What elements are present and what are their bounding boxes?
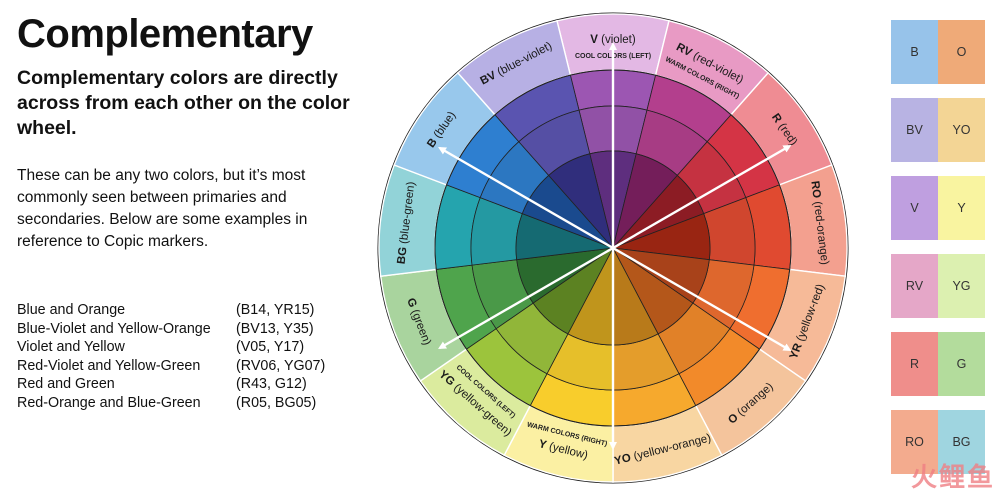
pair-left-swatch: RO xyxy=(891,410,938,474)
examples-list: Blue and Orange (B14, YR15) Blue-Violet … xyxy=(17,301,357,413)
pair-right-swatch: Y xyxy=(938,176,985,240)
pair-left-swatch: BV xyxy=(891,98,938,162)
example-codes: (BV13, Y35) xyxy=(236,320,314,337)
example-name: Red and Green xyxy=(17,376,115,393)
pair-b-o: B O xyxy=(891,20,985,84)
pair-v-y: V Y xyxy=(891,176,985,240)
page-title: Complementary xyxy=(17,12,313,56)
pair-left-swatch: B xyxy=(891,20,938,84)
example-name: Blue and Orange xyxy=(17,302,126,318)
example-codes: (B14, YR15) xyxy=(236,302,315,318)
example-codes: (R43, G12) xyxy=(236,376,307,393)
example-row: Red-Violet and Yellow-Green (RV06, YG07) xyxy=(17,357,357,376)
example-codes: (RV06, YG07) xyxy=(236,357,326,374)
example-row: Blue and Orange (B14, YR15) xyxy=(17,301,357,320)
example-codes: (R05, BG05) xyxy=(236,394,317,411)
example-name: Blue-Violet and Yellow-Orange xyxy=(17,320,211,337)
pair-right-swatch: G xyxy=(938,332,985,396)
pair-left-swatch: RV xyxy=(891,254,938,318)
complementary-arrow-3 xyxy=(438,146,792,352)
subtitle: Complementary colors are directly across… xyxy=(17,67,350,139)
pair-right-swatch: YO xyxy=(938,98,985,162)
pair-left-swatch: V xyxy=(891,176,938,240)
color-wheel: V (violet)RV (red-violet)R (red)RO (red-… xyxy=(377,12,849,484)
segment-label-v: V (violet) xyxy=(590,34,636,46)
pair-right-swatch: YG xyxy=(938,254,985,318)
pair-ro-bg: RO BG xyxy=(891,410,985,474)
example-codes: (V05, Y17) xyxy=(236,339,305,356)
pair-rv-yg: RV YG xyxy=(891,254,985,318)
example-row: Red-Orange and Blue-Green (R05, BG05) xyxy=(17,394,357,413)
pair-right-swatch: O xyxy=(938,20,985,84)
watermark-logo: 火鲤鱼 xyxy=(910,462,995,492)
example-name: Violet and Yellow xyxy=(17,339,125,356)
pair-r-g: R G xyxy=(891,332,985,396)
description: These can be any two colors, but it’s mo… xyxy=(17,167,308,250)
pair-left-swatch: R xyxy=(891,332,938,396)
example-name: Red-Violet and Yellow-Green xyxy=(17,357,201,374)
complementary-pairs: B O BV YO V Y RV YG R G RO BG xyxy=(891,0,1003,496)
pair-right-swatch: BG xyxy=(938,410,985,474)
pair-bv-yo: BV YO xyxy=(891,98,985,162)
example-row: Blue-Violet and Yellow-Orange (BV13, Y35… xyxy=(17,320,357,339)
example-name: Red-Orange and Blue-Green xyxy=(17,394,201,411)
example-row: Red and Green (R43, G12) xyxy=(17,375,357,394)
example-row: Violet and Yellow (V05, Y17) xyxy=(17,338,357,357)
